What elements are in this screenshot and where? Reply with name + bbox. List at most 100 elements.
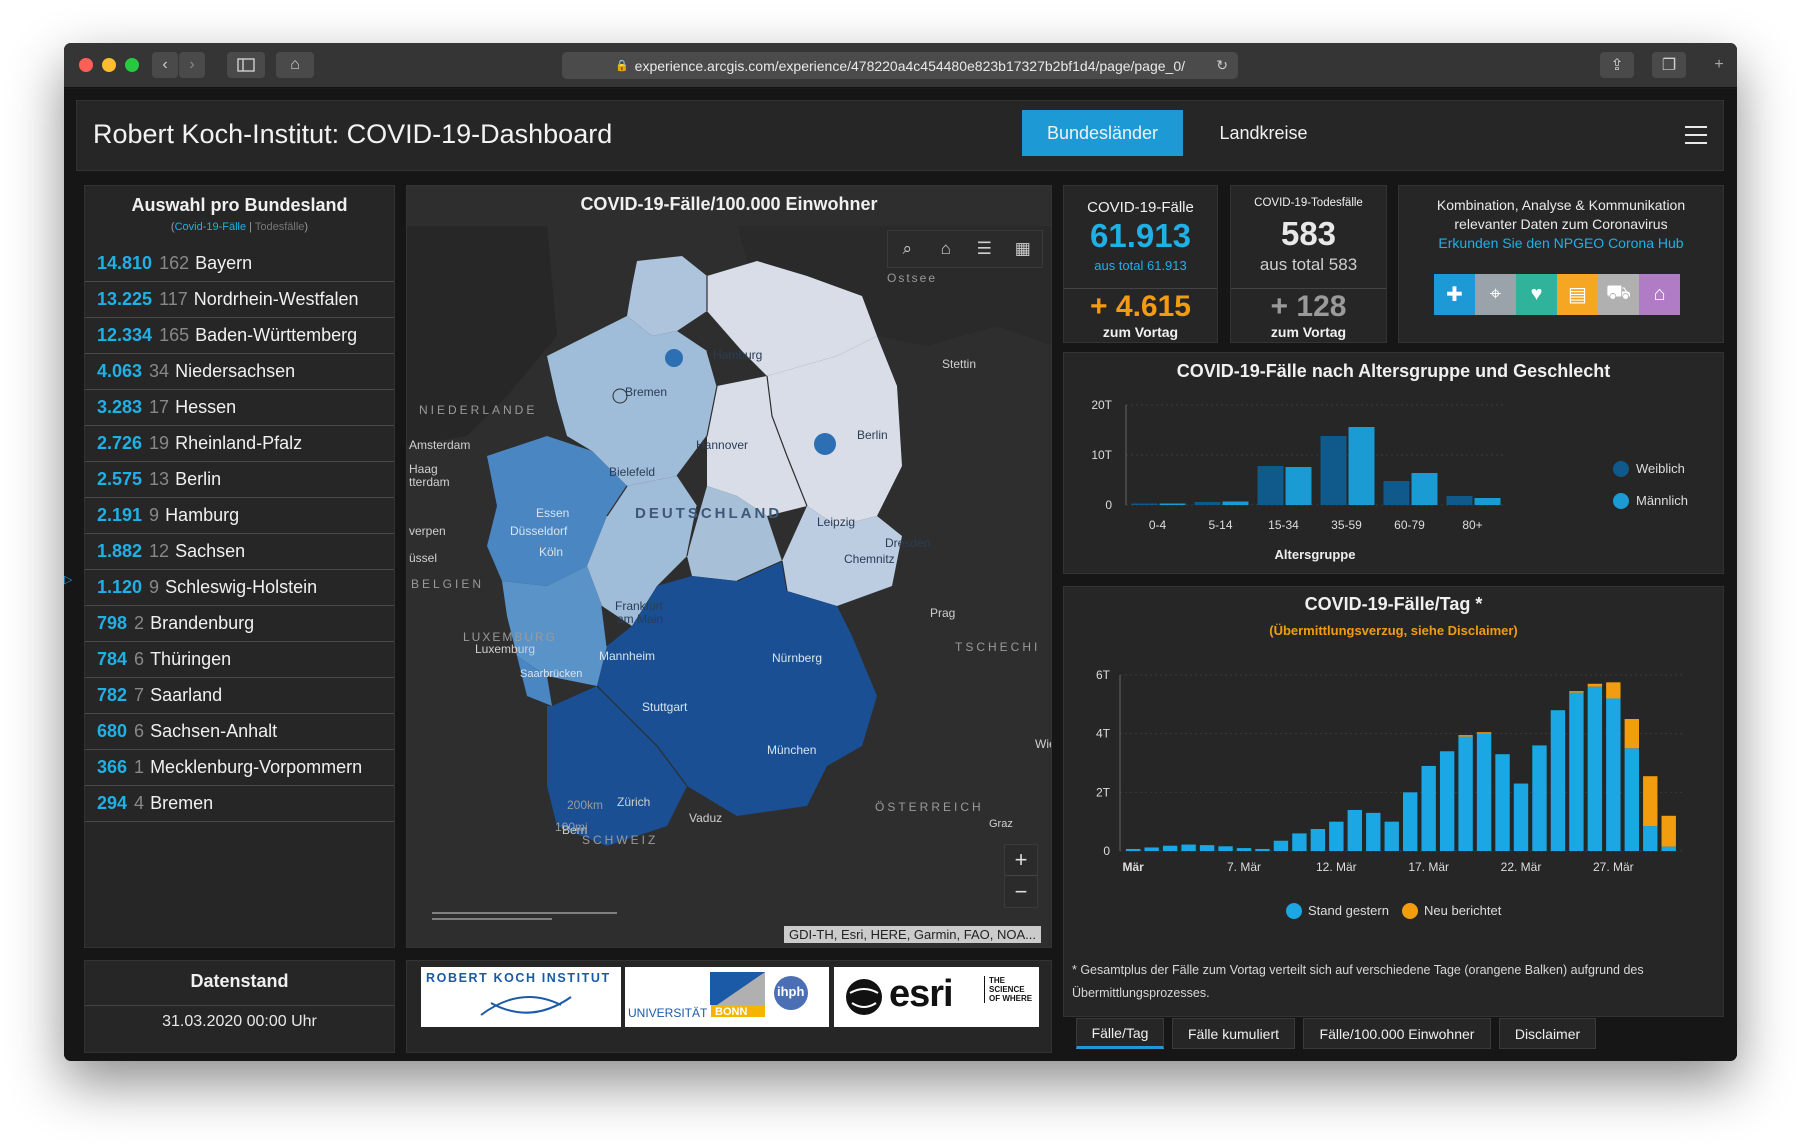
day-bar[interactable]: [1624, 719, 1640, 749]
state-row[interactable]: 12.334 165 Baden-Württemberg: [85, 318, 394, 354]
map-state-saarland[interactable]: [517, 656, 552, 706]
state-row[interactable]: 3.283 17 Hessen: [85, 390, 394, 426]
map-state-bayern[interactable]: [597, 561, 877, 816]
back-icon[interactable]: ‹: [152, 52, 178, 78]
side-panel-arrow-icon[interactable]: ▷: [64, 574, 73, 586]
state-row[interactable]: 13.225 117 Nordrhein-Westfalen: [85, 282, 394, 318]
map-state-baden-wuerttemberg[interactable]: [547, 686, 687, 846]
health-icon[interactable]: ✚: [1434, 274, 1475, 315]
tab-bundeslaender[interactable]: Bundesländer: [1022, 110, 1183, 156]
share-icon[interactable]: ⇪: [1600, 52, 1634, 78]
map-panel[interactable]: COVID-19-Fälle/100.000 Einwohner: [406, 185, 1052, 948]
day-bar[interactable]: [1144, 847, 1159, 851]
day-bar[interactable]: [1421, 765, 1436, 851]
age-bar[interactable]: [1194, 502, 1221, 505]
day-bar[interactable]: [1273, 840, 1289, 851]
forward-icon[interactable]: ›: [179, 52, 205, 78]
map-attribution[interactable]: GDI-TH, Esri, HERE, Garmin, FAO, NOA...: [783, 926, 1041, 943]
state-row[interactable]: 14.810 162 Bayern: [85, 246, 394, 282]
heart-icon[interactable]: ♥: [1516, 274, 1557, 315]
map-state-sachsen[interactable]: [782, 506, 902, 606]
map-state-nordrhein-westfalen[interactable]: [487, 436, 627, 586]
age-bar[interactable]: [1446, 496, 1473, 505]
map-state-hessen[interactable]: [587, 476, 697, 626]
day-bar[interactable]: [1476, 733, 1492, 851]
state-row[interactable]: 1.882 12 Sachsen: [85, 534, 394, 570]
tab-faelle-100000[interactable]: Fälle/100.000 Einwohner: [1303, 1018, 1491, 1049]
day-bar[interactable]: [1384, 821, 1399, 851]
day-bar[interactable]: [1513, 783, 1529, 851]
age-bar[interactable]: [1159, 503, 1186, 506]
state-row[interactable]: 294 4 Bremen: [85, 786, 394, 822]
map-state-bremen[interactable]: [612, 388, 628, 404]
day-bar[interactable]: [1366, 812, 1381, 851]
location-icon[interactable]: ⌖: [1475, 274, 1516, 315]
day-bar[interactable]: [1606, 682, 1621, 699]
zoom-out-button[interactable]: −: [1014, 878, 1028, 904]
maximize-window-button[interactable]: [125, 58, 139, 72]
map-state-thueringen[interactable]: [687, 486, 782, 581]
day-bar[interactable]: [1661, 846, 1676, 851]
day-bar[interactable]: [1643, 826, 1658, 851]
age-bar[interactable]: [1383, 481, 1410, 505]
state-row[interactable]: 2.726 19 Rheinland-Pfalz: [85, 426, 394, 462]
day-bar[interactable]: [1661, 815, 1676, 847]
map-state-sachsen-anhalt[interactable]: [707, 376, 807, 516]
state-row[interactable]: 680 6 Sachsen-Anhalt: [85, 714, 394, 750]
age-bar[interactable]: [1222, 501, 1249, 506]
home-icon[interactable]: ⌂: [276, 52, 314, 78]
day-bar[interactable]: [1458, 735, 1473, 737]
map-canvas[interactable]: Ostsee NIEDERLANDE DEUTSCHLAND BELGIEN L…: [407, 186, 1052, 948]
state-row[interactable]: 2.575 13 Berlin: [85, 462, 394, 498]
map-state-schleswig-holstein[interactable]: [627, 256, 707, 336]
legend-label[interactable]: Neu berichtet: [1424, 903, 1502, 918]
day-bar[interactable]: [1569, 691, 1584, 693]
rki-logo[interactable]: ROBERT KOCH INSTITUT: [421, 967, 621, 1027]
day-bar[interactable]: [1458, 736, 1473, 851]
url-bar[interactable]: 🔒 experience.arcgis.com/experience/47822…: [562, 52, 1238, 79]
day-bar[interactable]: [1587, 683, 1603, 687]
legend-label[interactable]: Stand gestern: [1308, 903, 1389, 918]
search-icon[interactable]: ⌕: [902, 239, 913, 258]
day-bar[interactable]: [1181, 844, 1196, 851]
map-state-rheinland-pfalz[interactable]: [502, 566, 607, 686]
cases-box[interactable]: COVID-19-Fälle 61.913 aus total 61.913 +…: [1063, 185, 1218, 343]
map-state-berlin[interactable]: [814, 433, 836, 455]
tab-disclaimer[interactable]: Disclaimer: [1499, 1018, 1596, 1049]
age-bar[interactable]: [1348, 427, 1375, 505]
day-bar[interactable]: [1162, 845, 1178, 851]
home-icon[interactable]: ⌂: [940, 239, 951, 258]
map-state-brandenburg[interactable]: [767, 336, 902, 526]
state-row[interactable]: 782 7 Saarland: [85, 678, 394, 714]
minimize-window-button[interactable]: [102, 58, 116, 72]
state-row[interactable]: 1.120 9 Schleswig-Holstein: [85, 570, 394, 606]
age-bar[interactable]: [1285, 467, 1312, 505]
menu-icon[interactable]: [1685, 126, 1707, 144]
deaths-box[interactable]: COVID-19-Todesfälle 583 aus total 583 + …: [1230, 185, 1387, 343]
reload-icon[interactable]: ↻: [1216, 57, 1228, 73]
uni-bonn-logo[interactable]: UNIVERSITÄT BONN ihph: [625, 967, 829, 1027]
age-bar[interactable]: [1257, 466, 1284, 505]
zoom-in-button[interactable]: +: [1005, 845, 1037, 876]
map-state-hamburg[interactable]: [665, 349, 683, 367]
tab-faelle-tag[interactable]: Fälle/Tag: [1076, 1018, 1164, 1049]
day-bar[interactable]: [1569, 692, 1584, 851]
day-bar[interactable]: [1310, 829, 1326, 851]
close-window-button[interactable]: [79, 58, 93, 72]
new-tab-icon[interactable]: +: [1714, 56, 1724, 73]
day-bar[interactable]: [1495, 754, 1510, 851]
list-icon[interactable]: ☰: [976, 239, 992, 258]
state-row[interactable]: 798 2 Brandenburg: [85, 606, 394, 642]
day-bar[interactable]: [1624, 748, 1640, 851]
tab-faelle-kumuliert[interactable]: Fälle kumuliert: [1172, 1018, 1295, 1049]
day-bar[interactable]: [1643, 776, 1658, 827]
state-row[interactable]: 2.191 9 Hamburg: [85, 498, 394, 534]
map-state-mecklenburg-vorpommern[interactable]: [707, 261, 877, 376]
age-bar[interactable]: [1474, 498, 1501, 505]
legend-label[interactable]: Weiblich: [1636, 461, 1685, 476]
age-bar[interactable]: [1320, 436, 1347, 505]
tab-landkreise[interactable]: Landkreise: [1219, 122, 1308, 143]
age-bar[interactable]: [1411, 473, 1438, 505]
day-bar[interactable]: [1532, 745, 1547, 851]
day-bar[interactable]: [1126, 848, 1141, 851]
